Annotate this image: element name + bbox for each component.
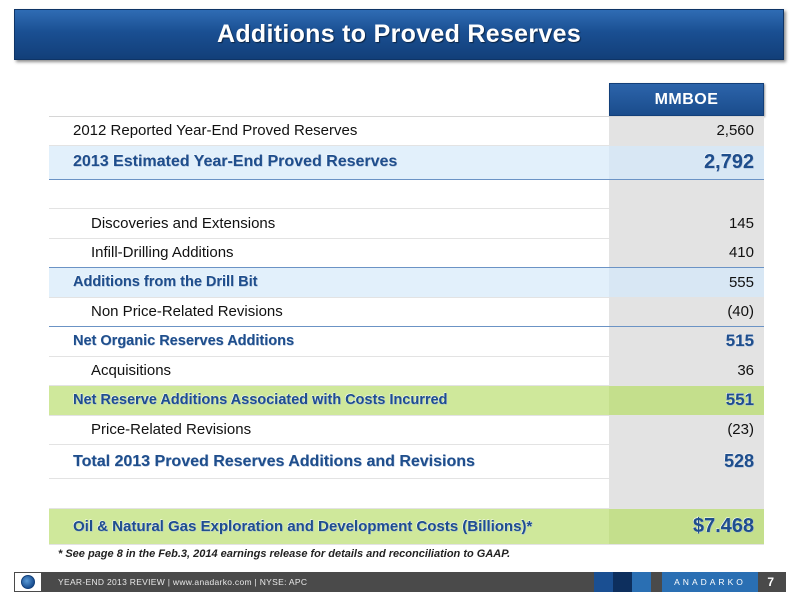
row-value: 551 <box>609 386 764 415</box>
row-label <box>49 180 609 209</box>
table-row <box>49 479 764 509</box>
row-value: $7.468 <box>609 508 764 544</box>
footnote: * See page 8 in the Feb.3, 2014 earnings… <box>58 548 511 560</box>
table-row: Additions from the Drill Bit 555 <box>49 268 764 298</box>
title-banner: Additions to Proved Reserves <box>14 9 784 60</box>
row-value: 145 <box>609 209 764 238</box>
table-row: Acquisitions 36 <box>49 356 764 386</box>
table-row: Total 2013 Proved Reserves Additions and… <box>49 445 764 479</box>
page-title: Additions to Proved Reserves <box>216 20 582 48</box>
mmboe-column-header: MMBOE <box>609 83 764 116</box>
anadarko-logo-icon <box>14 572 42 592</box>
footer-text: YEAR-END 2013 REVIEW | www.anadarko.com … <box>58 577 308 587</box>
row-label: 2012 Reported Year-End Proved Reserves <box>73 122 358 140</box>
row-label: Price-Related Revisions <box>91 421 252 439</box>
row-value: 36 <box>609 356 764 385</box>
color-square <box>632 572 651 592</box>
row-value: 528 <box>609 445 764 478</box>
table-row: Net Organic Reserves Additions 515 <box>49 327 764 357</box>
table-row <box>49 179 764 209</box>
row-label <box>49 479 609 508</box>
footer-bar: YEAR-END 2013 REVIEW | www.anadarko.com … <box>14 572 786 592</box>
row-value: 2,560 <box>609 117 764 145</box>
row-value: 2,792 <box>609 145 764 179</box>
brand-name: ANADARKO <box>662 572 758 592</box>
color-square <box>594 572 613 592</box>
row-label: Net Reserve Additions Associated with Co… <box>49 386 609 415</box>
table-row: Infill-Drilling Additions 410 <box>49 238 764 268</box>
row-label: 2013 Estimated Year-End Proved Reserves <box>49 145 609 179</box>
row-label: Additions from the Drill Bit <box>49 268 609 297</box>
row-label: Oil & Natural Gas Exploration and Develo… <box>49 508 609 544</box>
row-label: Non Price-Related Revisions <box>91 303 283 321</box>
table-row: Discoveries and Extensions 145 <box>49 209 764 239</box>
row-label: Infill-Drilling Additions <box>91 244 234 262</box>
table-row: Net Reserve Additions Associated with Co… <box>49 386 764 416</box>
row-value <box>609 179 764 208</box>
table-row: 2013 Estimated Year-End Proved Reserves … <box>49 145 764 180</box>
table-row: Oil & Natural Gas Exploration and Develo… <box>49 508 764 545</box>
footer-color-squares <box>594 572 651 592</box>
table-row: Price-Related Revisions (23) <box>49 415 764 445</box>
row-value <box>609 479 764 508</box>
table-row: 2012 Reported Year-End Proved Reserves 2… <box>49 116 764 146</box>
row-value: 515 <box>609 327 764 356</box>
table-row: Non Price-Related Revisions (40) <box>49 297 764 327</box>
row-label: Net Organic Reserves Additions <box>73 333 295 350</box>
row-value: 410 <box>609 238 764 267</box>
color-square <box>613 572 632 592</box>
row-value: (40) <box>609 297 764 326</box>
row-value: (23) <box>609 415 764 444</box>
row-label: Discoveries and Extensions <box>91 214 276 232</box>
row-label: Acquisitions <box>91 362 172 380</box>
table-header-row: MMBOE <box>49 83 764 116</box>
row-label: Total 2013 Proved Reserves Additions and… <box>73 452 475 470</box>
reserves-table: MMBOE 2012 Reported Year-End Proved Rese… <box>49 83 764 545</box>
page-number: 7 <box>767 575 774 589</box>
row-value: 555 <box>609 268 764 297</box>
